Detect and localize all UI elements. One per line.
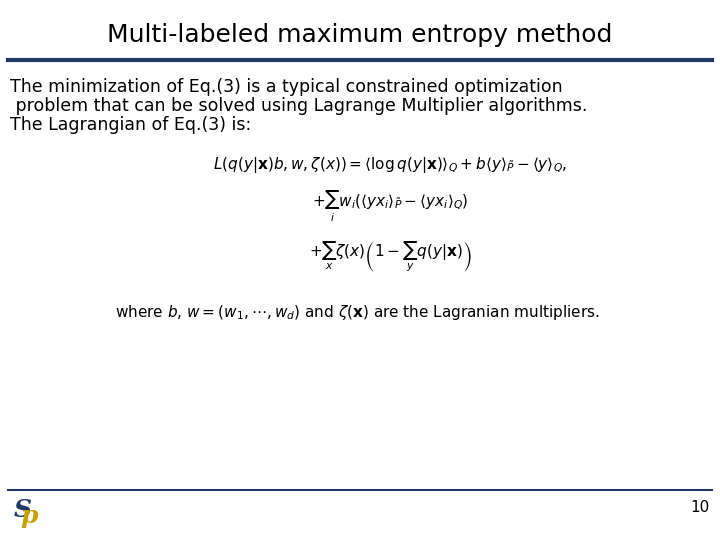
Text: $+ \sum_x \zeta(x) \left(1 - \sum_y q(y|\mathbf{x}) \right)$: $+ \sum_x \zeta(x) \left(1 - \sum_y q(y|…	[309, 240, 472, 274]
Text: 10: 10	[690, 501, 710, 516]
Text: Multi-labeled maximum entropy method: Multi-labeled maximum entropy method	[107, 23, 613, 47]
Text: The minimization of Eq.(3) is a typical constrained optimization: The minimization of Eq.(3) is a typical …	[10, 78, 562, 96]
Text: where $b$, $w=(w_1, \cdots , w_d)$ and $\zeta(\mathbf{x})$ are the Lagranian mul: where $b$, $w=(w_1, \cdots , w_d)$ and $…	[115, 302, 600, 321]
Text: $L\left(q(y|\mathbf{x})b, w, \zeta(x)\right) = \langle \log q(y|\mathbf{x}) \ran: $L\left(q(y|\mathbf{x})b, w, \zeta(x)\ri…	[213, 155, 567, 175]
Text: p: p	[20, 504, 37, 528]
Text: S: S	[14, 498, 32, 522]
Text: problem that can be solved using Lagrange Multiplier algorithms.: problem that can be solved using Lagrang…	[10, 97, 588, 115]
Text: The Lagrangian of Eq.(3) is:: The Lagrangian of Eq.(3) is:	[10, 116, 251, 134]
Text: $+ \sum_i w_i \left( \langle yx_i \rangle_{\tilde{P}} - \langle yx_i \rangle_Q \: $+ \sum_i w_i \left( \langle yx_i \rangl…	[312, 190, 468, 224]
